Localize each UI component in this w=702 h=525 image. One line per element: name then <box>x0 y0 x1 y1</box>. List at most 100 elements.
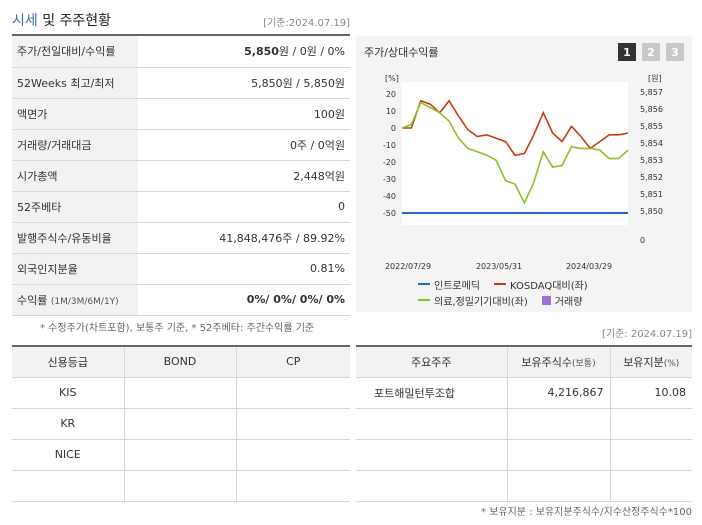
column-header: 보유지분(%) <box>610 345 692 378</box>
row-value: 0주 / 0억원 <box>138 129 350 161</box>
price-change: 원 / 0원 / 0% <box>278 45 345 59</box>
return-period-label: (1M/3M/6M/1Y) <box>50 296 119 307</box>
table-row: 52주베타 0 <box>12 191 350 223</box>
legend-line-icon <box>418 283 430 285</box>
major-holders-table: 주요주주 보유주식수(보통) 보유지분(%) 포트해밀턴투조합 4,216,86… <box>356 345 692 502</box>
price-value: 5,850 <box>244 45 279 59</box>
column-header: CP <box>236 345 350 378</box>
legend-item[interactable]: 의료,정밀기기대비(좌) <box>418 293 528 308</box>
legend-item[interactable]: 인트로메딕 <box>418 277 480 292</box>
column-header: BOND <box>124 345 237 378</box>
holder-stake <box>610 439 692 471</box>
base-date: [기준:2024.07.19] <box>263 18 350 29</box>
bond-cell <box>124 439 237 471</box>
tab-2[interactable]: 2 <box>642 43 660 61</box>
right-tick-label: 5,851 <box>640 190 663 199</box>
left-tick-label: 20 <box>386 90 396 99</box>
chart-panel: 주가/상대수익률 1 2 3 20 10 0 -10 -20 -30 -40 -50 [%] 5,… <box>356 36 692 312</box>
legend-label: 의료,정밀기기대비(좌) <box>434 296 528 308</box>
row-value: 0%/ 0%/ 0%/ 0% <box>138 284 350 316</box>
row-label: 주가/전일대비/수익률 <box>12 36 138 68</box>
agency-cell <box>12 470 125 502</box>
chart-tabs: 1 2 3 <box>618 43 684 61</box>
holder-name <box>356 408 508 440</box>
table-row: 주가/전일대비/수익률 5,850원 / 0원 / 0% <box>12 36 350 68</box>
column-header: 주요주주 <box>356 345 508 378</box>
chart-legend: 인트로메딕 KOSDAQ대비(좌) 의료,정밀기기대비(좌) 거래량 <box>418 276 688 308</box>
holder-shares <box>507 439 611 471</box>
title-highlight: 시세 <box>12 13 38 29</box>
row-label: 거래량/거래대금 <box>12 129 138 161</box>
left-tick-label: -20 <box>383 158 396 167</box>
row-label: 시가총액 <box>12 160 138 192</box>
left-tick-label: 0 <box>391 124 396 133</box>
agency-cell: NICE <box>12 439 125 471</box>
agency-cell: KIS <box>12 377 125 409</box>
table-row: NICE <box>12 439 350 471</box>
row-value: 5,850원 / 0원 / 0% <box>138 36 350 68</box>
x-tick-label: 2023/05/31 <box>476 262 522 271</box>
cp-cell <box>236 439 350 471</box>
chart-title: 주가/상대수익률 <box>364 46 439 59</box>
right-tick-label: 5,857 <box>640 88 663 97</box>
table-row: KR <box>12 408 350 440</box>
row-label: 발행주식수/유동비율 <box>12 222 138 254</box>
holder-name <box>356 470 508 502</box>
base-date-2: [기준: 2024.07.19] <box>601 329 692 340</box>
holder-shares: 4,216,867 <box>507 377 611 409</box>
row-value: 0.81% <box>138 253 350 285</box>
footnote-2: * 보유지분 : 보유지분주식수/지수산정주식수*100 <box>481 507 692 518</box>
title-rest: 및 주주현황 <box>37 13 112 29</box>
row-label: 52Weeks 최고/최저 <box>12 67 138 99</box>
table-row <box>356 470 692 502</box>
tab-1[interactable]: 1 <box>618 43 636 61</box>
row-value: 5,850원 / 5,850원 <box>138 67 350 99</box>
table-row: 액면가 100원 <box>12 98 350 130</box>
legend-label: 인트로메딕 <box>434 280 480 292</box>
table-row: 외국인지분율 0.81% <box>12 253 350 285</box>
cp-cell <box>236 408 350 440</box>
table-row: 수익률 (1M/3M/6M/1Y) 0%/ 0%/ 0%/ 0% <box>12 284 350 316</box>
tab-3[interactable]: 3 <box>666 43 684 61</box>
cp-cell <box>236 470 350 502</box>
x-tick-label: 2022/07/29 <box>385 262 431 271</box>
right-tick-label: 5,856 <box>640 105 663 114</box>
row-label: 액면가 <box>12 98 138 130</box>
series-line <box>401 101 629 205</box>
column-header: 신용등급 <box>12 345 125 378</box>
right-tick-label: 5,852 <box>640 173 663 182</box>
legend-square-icon <box>541 295 551 305</box>
bond-cell <box>124 470 237 502</box>
table-row: 포트해밀턴투조합 4,216,867 10.08 <box>356 377 692 409</box>
left-tick-label: -30 <box>383 175 396 184</box>
section-header: 시세 및 주주현황 [기준:2024.07.19] <box>12 10 350 34</box>
return-values: 0%/ 0%/ 0%/ 0% <box>246 293 345 306</box>
legend-line-icon <box>418 299 430 301</box>
row-value: 41,848,476주 / 89.92% <box>138 222 350 254</box>
row-value: 2,448억원 <box>138 160 350 192</box>
row-label: 수익률 (1M/3M/6M/1Y) <box>12 284 138 316</box>
table-row: KIS <box>12 377 350 409</box>
holder-name: 포트해밀턴투조합 <box>356 377 508 409</box>
holder-stake: 10.08 <box>610 377 692 409</box>
return-label: 수익률 <box>17 293 48 307</box>
left-tick-label: -50 <box>383 209 396 218</box>
table-row <box>12 470 350 502</box>
legend-item[interactable]: KOSDAQ대비(좌) <box>494 277 588 292</box>
legend-line-icon <box>494 283 506 285</box>
legend-item[interactable]: 거래량 <box>541 293 582 308</box>
row-label: 52주베타 <box>12 191 138 223</box>
plot-area <box>402 82 628 225</box>
left-tick-label: -10 <box>383 141 396 150</box>
right-tick-label: 5,853 <box>640 156 663 165</box>
title-divider <box>12 34 350 36</box>
holder-name <box>356 439 508 471</box>
legend-label: KOSDAQ대비(좌) <box>510 280 588 292</box>
left-tick-label: 10 <box>386 107 396 116</box>
holder-stake <box>610 408 692 440</box>
row-value: 100원 <box>138 98 350 130</box>
right-tick-label: 5,854 <box>640 139 663 148</box>
table-row: 발행주식수/유동비율 41,848,476주 / 89.92% <box>12 222 350 254</box>
table-row <box>356 439 692 471</box>
x-tick-label: 2024/03/29 <box>566 262 612 271</box>
